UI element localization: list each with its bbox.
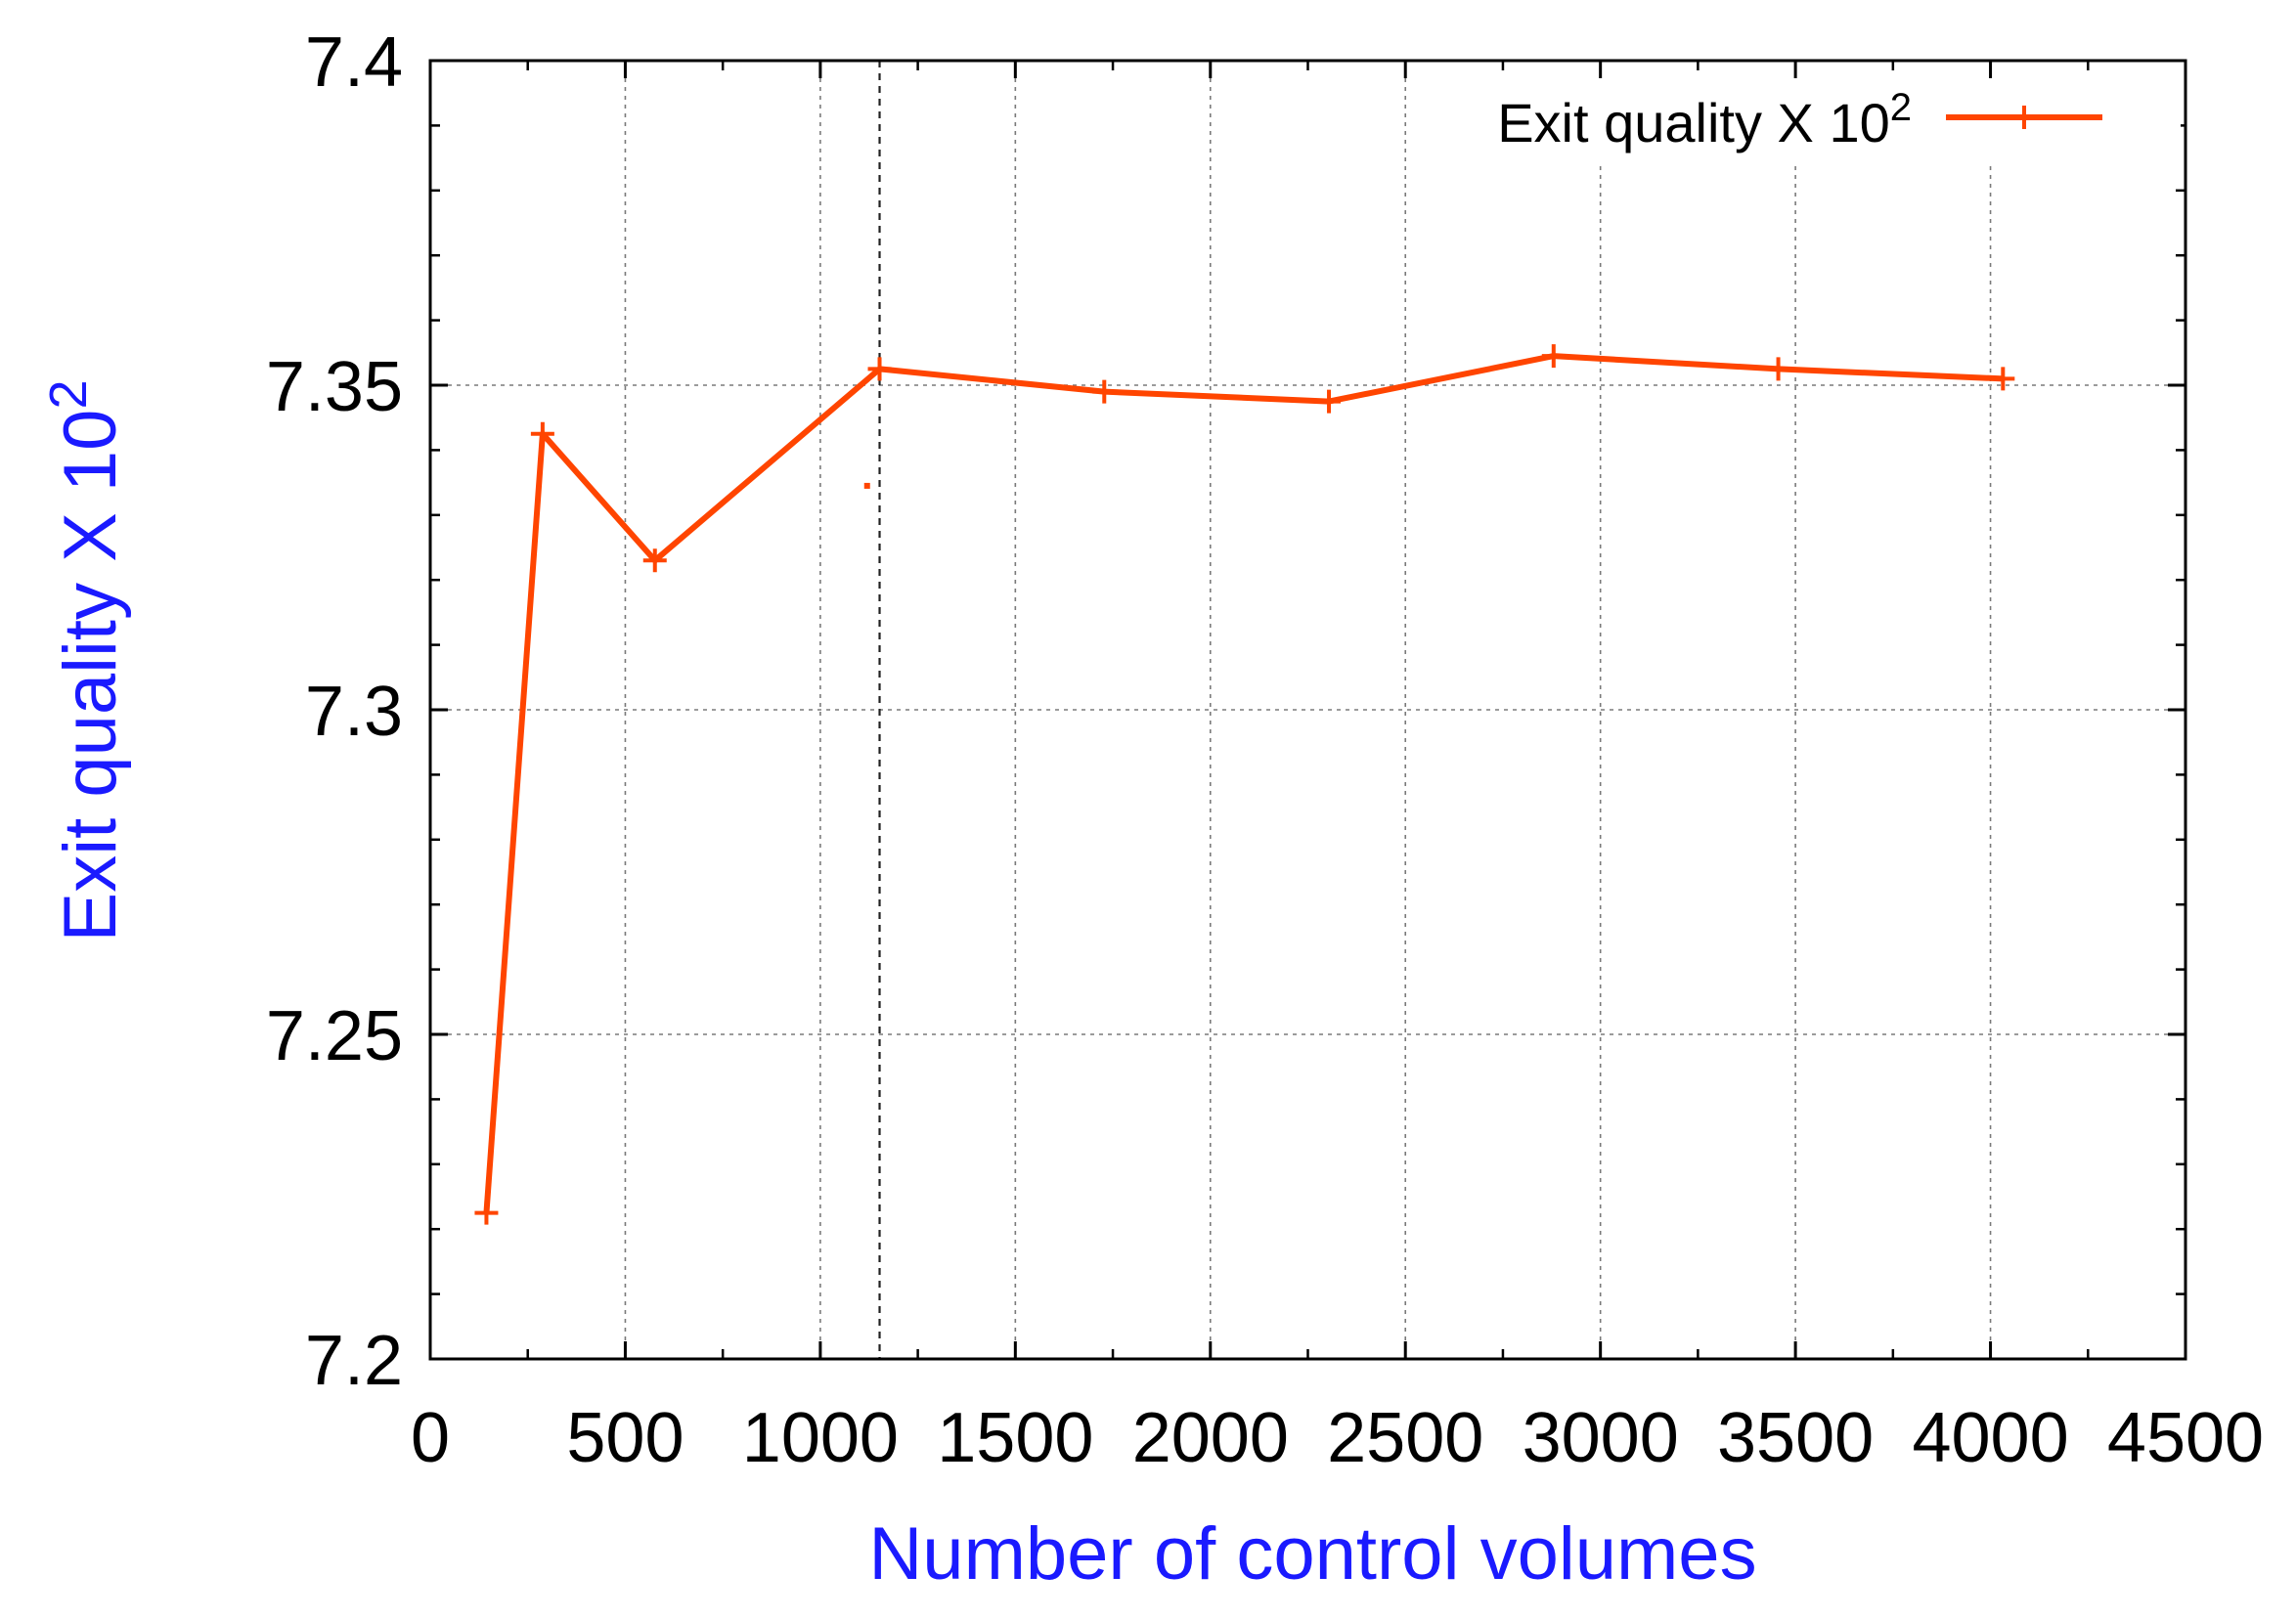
plot-frame (428, 59, 2187, 1361)
stray-point (863, 482, 870, 489)
grid (430, 61, 2186, 1359)
legend-background (1457, 78, 2181, 166)
legend-label-base: Exit quality X 10 (1497, 92, 1890, 153)
x-tick-label: 500 (566, 1399, 684, 1477)
data-point (1317, 389, 1342, 414)
data-point (867, 357, 892, 381)
y-axis-title: Exit quality X 102 (39, 380, 132, 942)
x-axis-title: Number of control volumes (868, 1512, 1756, 1596)
x-tick-label: 1500 (937, 1399, 1093, 1477)
x-tick-label: 4000 (1912, 1399, 2068, 1477)
legend: Exit quality X 102 (1457, 78, 2181, 166)
x-tick-label: 3000 (1523, 1399, 1679, 1477)
x-tick-label: 2500 (1327, 1399, 1483, 1477)
data-point (1541, 344, 1566, 369)
data-point (1766, 357, 1790, 381)
data-point (642, 548, 667, 573)
y-tick-label: 7.4 (305, 23, 403, 102)
series-line (483, 353, 2004, 1213)
x-tick-label: 4500 (2107, 1399, 2264, 1477)
x-tick-label: 3500 (1717, 1399, 1874, 1477)
y-tick-label: 7.3 (305, 673, 403, 751)
legend-label-sup: 2 (1890, 86, 1912, 129)
tick-labels: 0 500 1000 1500 2000 2500 3000 3500 4000 4500 7.2 7… (266, 23, 2264, 1477)
legend-marker (2012, 106, 2036, 129)
axis-ticks (428, 59, 2187, 1361)
series-layer (474, 344, 2015, 1225)
legend-label: Exit quality X 102 (1497, 86, 1912, 153)
x-tick-label: 2000 (1132, 1399, 1289, 1477)
data-point (1092, 379, 1117, 404)
y-tick-label: 7.25 (266, 997, 403, 1075)
data-point (474, 1201, 499, 1225)
y-tick-label: 7.35 (266, 348, 403, 426)
y-axis-title-sup: 2 (39, 380, 98, 410)
x-tick-label: 0 (411, 1399, 450, 1477)
x-tick-label: 1000 (742, 1399, 899, 1477)
y-tick-label: 7.2 (305, 1322, 403, 1400)
y-axis-title-base: Exit quality X 10 (49, 410, 132, 942)
data-point (1991, 367, 2015, 391)
data-point (530, 421, 554, 446)
